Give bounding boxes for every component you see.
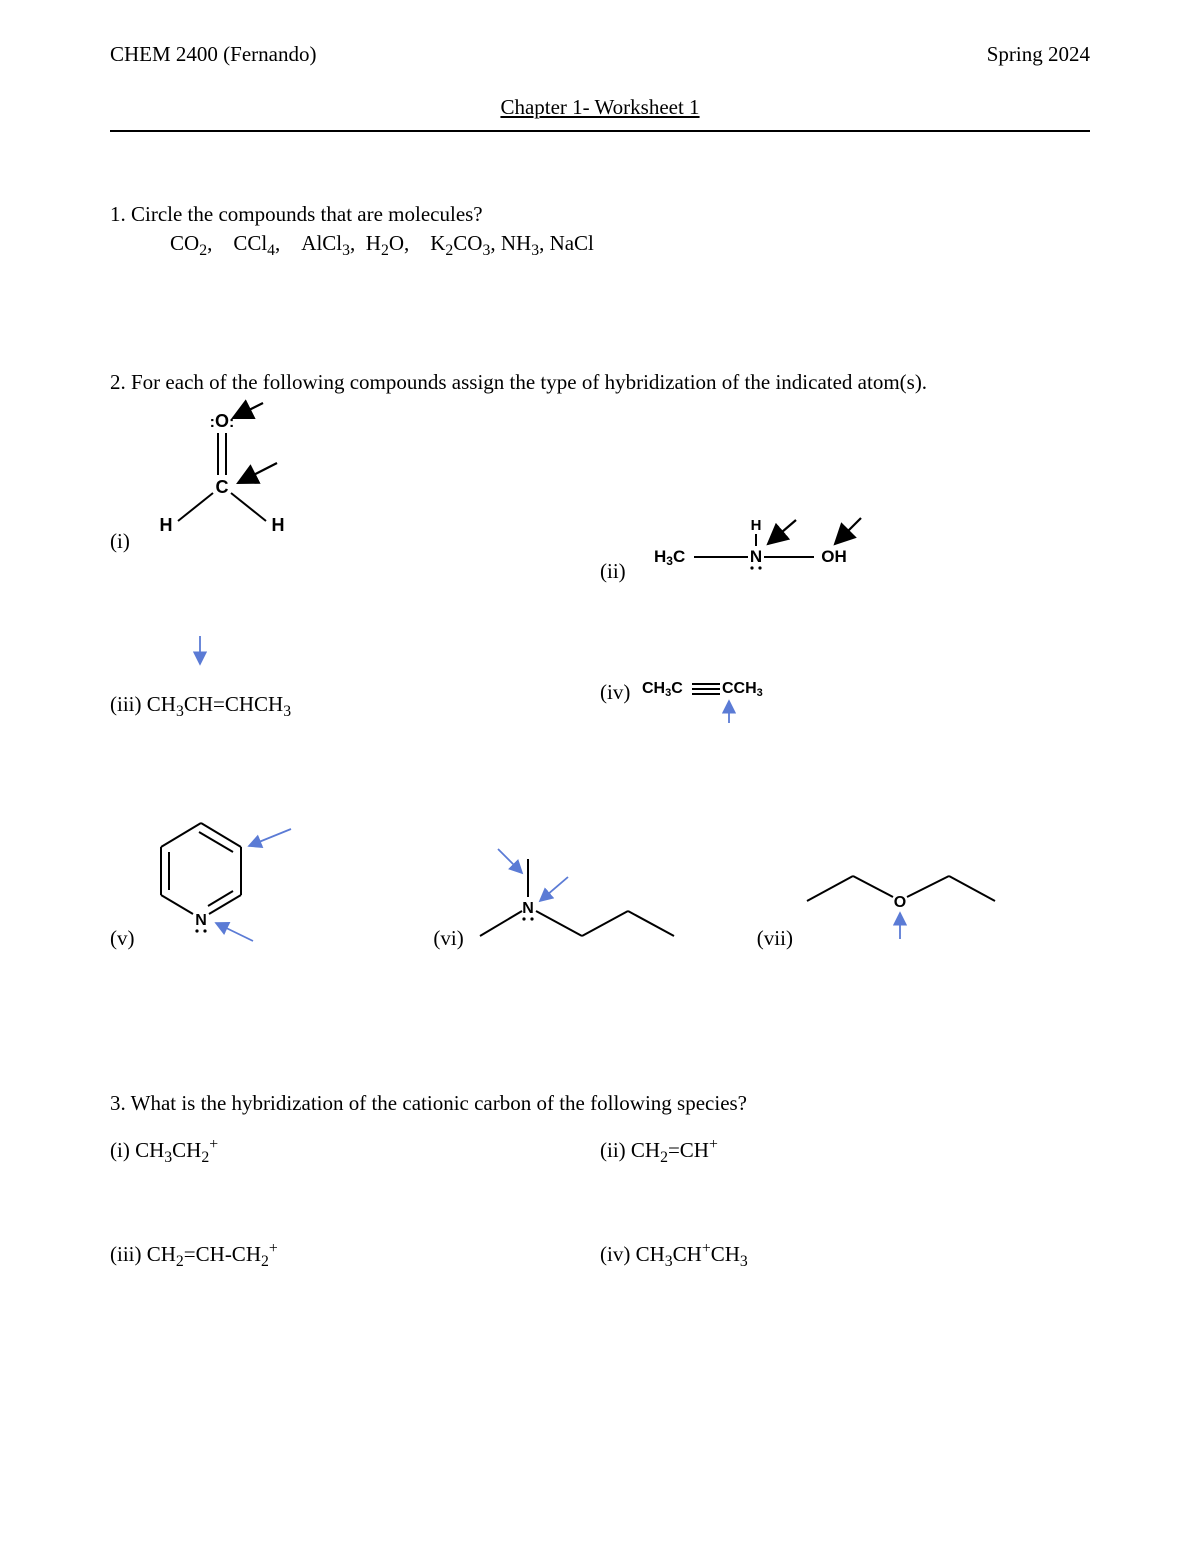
course-code: CHEM 2400 (Fernando) [110, 42, 316, 67]
q2-iii: (iii) CH3CH=CHCH3 [110, 634, 600, 721]
worksheet-page: CHEM 2400 (Fernando) Spring 2024 Chapter… [0, 0, 1200, 1331]
c-atom: C [216, 477, 229, 497]
q2-iv: (iv) CH3C CCH3 [600, 663, 1090, 721]
arrow-to-ring-n [216, 923, 253, 941]
svg-text:N: N [522, 900, 534, 917]
q3-iii: (iii) CH2=CH-CH2+ [110, 1240, 600, 1271]
q2-ii: (ii) H3C N H [600, 514, 1090, 584]
q2-prompt: 2. For each of the following compounds a… [110, 370, 1090, 395]
label-ii: (ii) [600, 559, 626, 584]
ether-diagram: O [799, 851, 1029, 951]
svg-text:O: O [894, 894, 906, 911]
svg-text::O:: :O: [210, 411, 235, 431]
svg-text:CH3C: CH3C [642, 680, 683, 699]
q2-vi: (vi) N [433, 831, 756, 951]
q1-prompt: 1. Circle the compounds that are molecul… [110, 202, 1090, 227]
svg-text:N: N [195, 912, 207, 929]
arrow-to-ring-c [249, 829, 291, 846]
label-vi: (vi) [433, 926, 463, 951]
svg-text:OH: OH [821, 547, 847, 566]
label-i: (i) [110, 529, 130, 553]
q3-ii: (ii) CH2=CH+ [600, 1136, 1090, 1167]
svg-text:H3C: H3C [654, 547, 685, 568]
arrow-to-n [768, 520, 796, 544]
arrow-to-c [238, 463, 277, 483]
q2-i: :O: C H H [110, 403, 600, 584]
q2-vii: (vii) O [757, 851, 1080, 951]
question-3: 3. What is the hybridization of the cati… [110, 1091, 1090, 1270]
divider [110, 130, 1090, 132]
label-v: (v) [110, 926, 135, 951]
svg-text:CCH3: CCH3 [722, 680, 763, 699]
question-1: 1. Circle the compounds that are molecul… [110, 202, 1090, 260]
label-vii: (vii) [757, 926, 793, 951]
label-iii: (iii) [110, 692, 142, 716]
q2-iii-formula: CH3CH=CHCH3 [147, 692, 291, 716]
page-title: Chapter 1- Worksheet 1 [110, 95, 1090, 120]
label-iv: (iv) [600, 680, 630, 705]
q2-v: (v) [110, 811, 433, 951]
arrow-to-o [233, 403, 263, 418]
methylhydroxylamine-diagram: H3C N H OH [636, 514, 936, 584]
arrow-to-oh [835, 518, 861, 544]
q3-prompt: 3. What is the hybridization of the cati… [110, 1091, 1090, 1116]
svg-text:H: H [750, 517, 761, 534]
butyne-diagram: CH3C CCH3 [638, 673, 818, 731]
term: Spring 2024 [987, 42, 1090, 67]
header: CHEM 2400 (Fernando) Spring 2024 [110, 42, 1090, 67]
amine-diagram: N [470, 831, 730, 951]
arrow-to-methyl [498, 849, 522, 873]
svg-text:N: N [750, 547, 762, 566]
q3-i: (i) CH3CH2+ [110, 1136, 600, 1167]
pyridine-diagram: N [141, 811, 331, 951]
q1-compounds: CO2, CCl4, AlCl3, H2O, K2CO3, NH3, NaCl [170, 231, 1090, 260]
arrow-to-amine-n [540, 877, 568, 901]
q3-iv: (iv) CH3CH+CH3 [600, 1240, 1090, 1271]
arrow-iii [190, 634, 210, 674]
question-2: 2. For each of the following compounds a… [110, 370, 1090, 951]
